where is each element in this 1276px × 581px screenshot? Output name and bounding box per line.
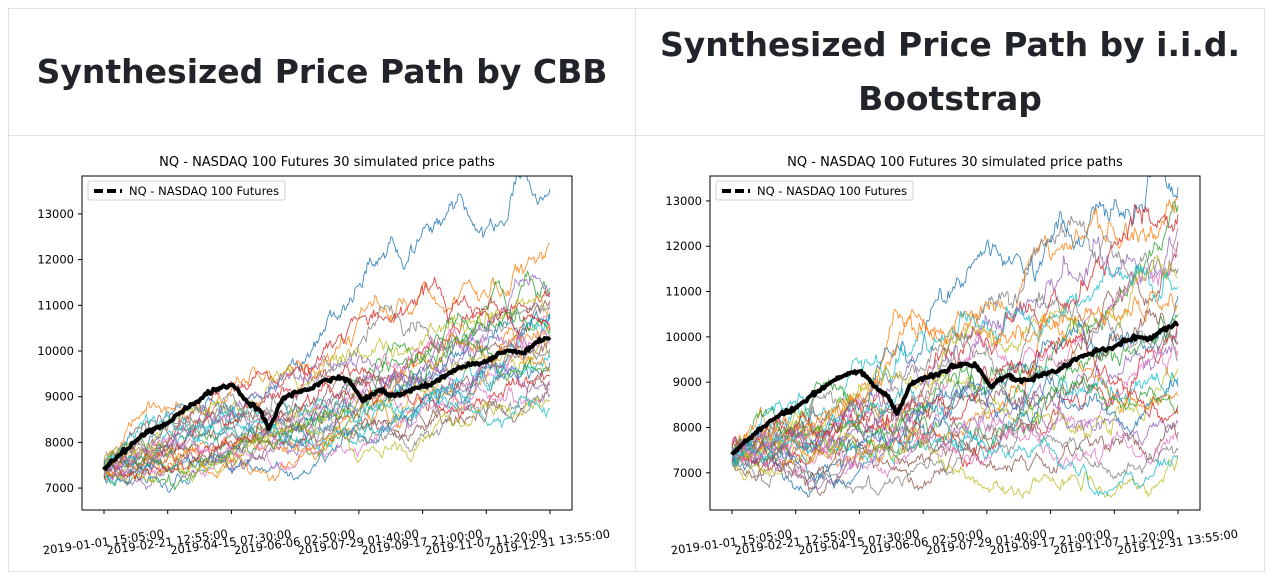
simulated-path-13 [731, 314, 1179, 468]
simulated-path-21 [731, 375, 1179, 482]
simulated-path-22 [731, 308, 1179, 451]
simulated-path-23 [731, 366, 1179, 453]
simulated-path-1 [731, 176, 1179, 469]
legend-label: NQ - NASDAQ 100 Futures [129, 184, 279, 198]
axes-frame [709, 175, 1201, 511]
simulated-path-24 [103, 370, 551, 481]
y-tick-label: 11000 [37, 298, 74, 312]
simulated-path-20 [103, 353, 551, 487]
simulated-path-4 [103, 289, 551, 467]
y-tick-label: 10000 [665, 330, 702, 344]
actual-price-path [102, 335, 552, 471]
iid-price-path-chart: NQ - NASDAQ 100 Futures 30 simulated pri… [665, 155, 1238, 557]
plot-area [102, 176, 552, 493]
chart-title: NQ - NASDAQ 100 Futures 30 simulated pri… [159, 155, 495, 170]
simulated-path-5 [103, 273, 551, 482]
simulated-path-12 [103, 323, 551, 479]
y-tick-label: 12000 [37, 253, 74, 267]
iid-header-cell: Synthesized Price Path by i.i.d. Bootstr… [636, 9, 1264, 135]
actual-price-path [730, 320, 1180, 456]
simulated-path-5 [731, 227, 1179, 467]
legend-box [715, 180, 914, 201]
chart-legend: NQ - NASDAQ 100 Futures [715, 180, 914, 201]
cbb-price-path-chart: NQ - NASDAQ 100 Futures 30 simulated pri… [37, 155, 610, 557]
simulated-path-30 [731, 385, 1179, 497]
cbb-chart-cell: NQ - NASDAQ 100 Futures 30 simulated pri… [9, 136, 635, 571]
simulated-path-2 [103, 243, 551, 466]
axes-frame [81, 175, 573, 511]
legend-box [87, 180, 286, 201]
simulated-path-29 [104, 396, 551, 475]
chart-legend: NQ - NASDAQ 100 Futures [87, 180, 286, 201]
cbb-header: Synthesized Price Path by CBB [36, 52, 608, 91]
plot-area [730, 176, 1180, 500]
cbb-header-cell: Synthesized Price Path by CBB [9, 9, 635, 135]
y-tick-label: 8000 [673, 421, 702, 435]
y-tick-label: 13000 [665, 194, 702, 208]
simulated-path-16 [731, 308, 1179, 455]
y-tick-label: 12000 [665, 239, 702, 253]
simulated-path-8 [731, 215, 1179, 464]
simulated-path-8 [103, 302, 551, 464]
y-tick-label: 9000 [673, 375, 702, 389]
iid-header: Synthesized Price Path by i.i.d. Bootstr… [659, 25, 1241, 118]
row-divider [9, 135, 1264, 136]
simulated-path-24 [731, 332, 1179, 454]
legend-label: NQ - NASDAQ 100 Futures [757, 184, 907, 198]
simulated-path-28 [103, 390, 551, 467]
simulated-path-17 [731, 344, 1179, 479]
simulated-path-25 [731, 376, 1179, 455]
simulated-path-23 [103, 333, 551, 475]
simulated-path-28 [731, 418, 1179, 496]
simulated-path-27 [103, 383, 551, 476]
y-tick-label: 7000 [45, 481, 74, 495]
y-tick-label: 7000 [673, 466, 702, 480]
column-divider [635, 9, 636, 571]
simulated-path-13 [103, 307, 551, 491]
simulated-path-14 [103, 275, 551, 477]
y-tick-label: 9000 [45, 390, 74, 404]
simulated-path-26 [731, 421, 1179, 486]
simulated-path-25 [103, 355, 551, 473]
iid-chart-cell: NQ - NASDAQ 100 Futures 30 simulated pri… [636, 136, 1262, 571]
simulated-path-30 [103, 381, 551, 468]
simulated-path-20 [731, 365, 1179, 466]
simulated-path-1 [103, 176, 551, 470]
y-tick-label: 11000 [665, 285, 702, 299]
simulated-path-27 [731, 415, 1179, 476]
comparison-table: Synthesized Price Path by CBB Synthesize… [8, 8, 1265, 572]
y-tick-label: 8000 [45, 435, 74, 449]
chart-title: NQ - NASDAQ 100 Futures 30 simulated pri… [787, 155, 1123, 170]
y-tick-label: 13000 [37, 207, 74, 221]
y-tick-label: 10000 [37, 344, 74, 358]
